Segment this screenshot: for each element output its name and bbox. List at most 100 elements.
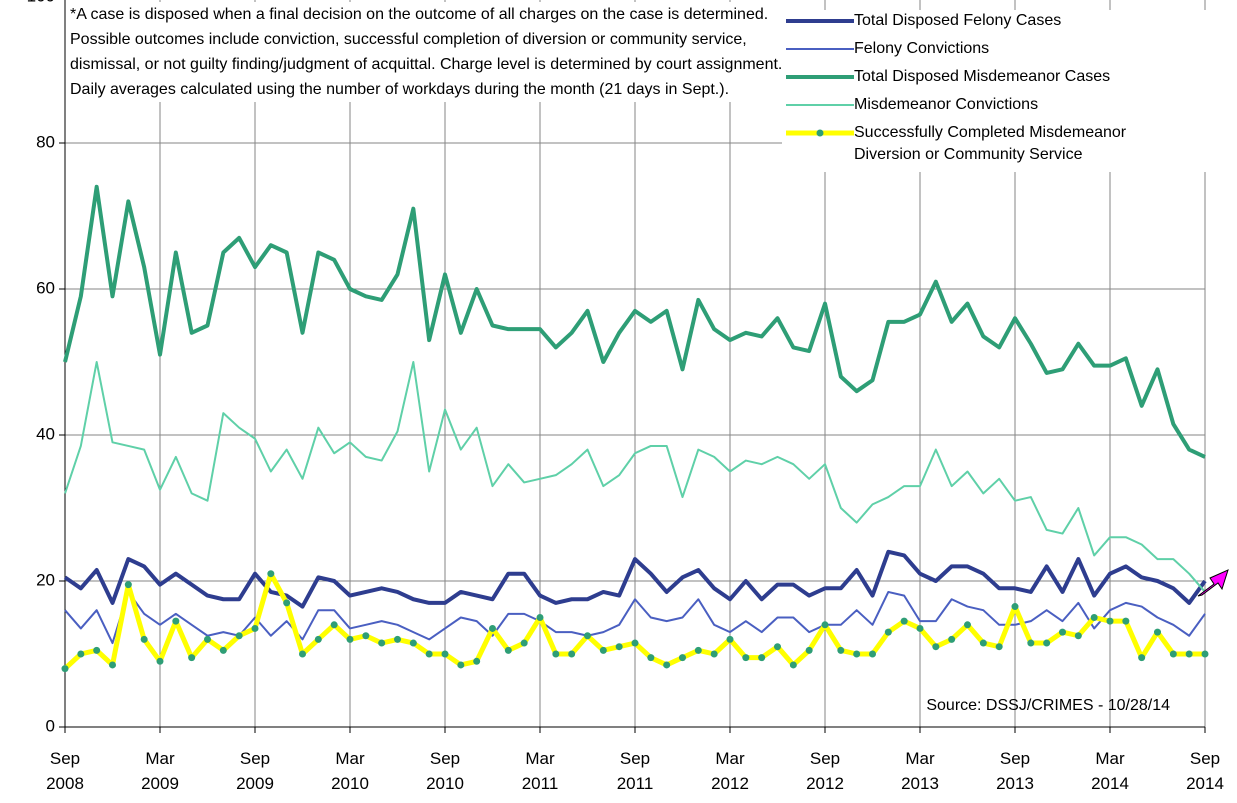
series-marker (552, 650, 560, 658)
series-marker (663, 661, 671, 669)
legend-swatch (786, 48, 854, 50)
series-marker (219, 646, 227, 654)
series-marker (774, 643, 781, 651)
series-marker (805, 646, 813, 654)
series-marker (647, 654, 655, 662)
series-marker (995, 643, 1003, 651)
series-marker (710, 650, 718, 658)
x-tick-label: Sep 2011 (617, 749, 654, 793)
series-marker (916, 624, 924, 632)
series-marker (631, 639, 639, 647)
series-marker (1138, 654, 1146, 662)
series-marker (568, 650, 576, 658)
legend-swatch (786, 129, 854, 137)
series-marker (425, 650, 433, 658)
series-marker (789, 661, 797, 669)
series-marker (473, 657, 481, 665)
legend-label: Misdemeanor Convictions (854, 96, 1039, 113)
x-tick-label: Sep 2009 (236, 749, 274, 793)
series-marker (979, 639, 987, 647)
legend-swatch (786, 19, 854, 23)
series-marker (1011, 603, 1019, 611)
series-marker (900, 617, 908, 625)
series-marker (378, 639, 386, 647)
x-tick-label: Sep 2013 (996, 749, 1034, 793)
x-tick-label: Sep 2008 (46, 749, 84, 793)
series-marker (1154, 628, 1161, 636)
series-marker (172, 617, 180, 625)
series-marker (1074, 632, 1082, 640)
legend-label: Felony Convictions (854, 40, 990, 57)
series-marker (409, 639, 417, 647)
series-marker (964, 621, 971, 629)
legend-item: Felony Convictions (782, 38, 1212, 60)
series-marker (1090, 614, 1098, 621)
chart-note: *A case is disposed when a final decisio… (66, 2, 804, 102)
series-marker (615, 643, 623, 651)
series-marker (821, 621, 829, 629)
series-marker (346, 635, 354, 643)
x-tick-label: Mar 2014 (1091, 749, 1129, 793)
y-tick-label: 40 (36, 424, 55, 443)
series-marker (251, 624, 259, 632)
x-tick-label: Mar 2009 (141, 749, 179, 793)
x-tick-label: Mar 2011 (522, 749, 559, 793)
legend-item: Successfully Completed Misdemeanor Diver… (782, 122, 1212, 166)
series-marker (362, 632, 370, 640)
series-marker (1122, 617, 1130, 625)
series-marker (932, 643, 940, 651)
x-tick-label: Mar 2010 (331, 749, 369, 793)
series-marker (884, 628, 892, 636)
legend-marker (816, 129, 824, 137)
series-marker (267, 570, 275, 578)
series-marker (283, 599, 291, 607)
trend-arrow (1197, 569, 1229, 597)
series-marker (314, 635, 322, 643)
x-tick-label: Mar 2012 (711, 749, 749, 793)
x-tick-label: Sep 2010 (426, 749, 464, 793)
legend-item: Total Disposed Misdemeanor Cases (782, 66, 1212, 88)
x-tick-label: Sep 2014 (1186, 749, 1224, 793)
series-marker (235, 632, 243, 640)
series-line (64, 590, 1206, 645)
series-marker (441, 650, 449, 658)
series-marker (837, 646, 845, 654)
legend-swatch (786, 75, 854, 79)
series-marker (520, 639, 528, 647)
legend-item: Total Disposed Felony Cases (782, 10, 1212, 32)
series-marker (1027, 639, 1035, 647)
series-marker (1043, 639, 1051, 647)
series-marker (489, 624, 496, 632)
series-marker (330, 621, 338, 629)
series-marker (584, 632, 591, 640)
y-tick-label: 80 (36, 132, 55, 151)
series-marker (504, 646, 512, 654)
series-marker (109, 661, 116, 669)
series-marker (869, 650, 876, 658)
series-marker (1106, 617, 1114, 625)
x-tick-label: Mar 2013 (901, 749, 939, 793)
y-tick-label: 20 (36, 570, 55, 589)
series-marker (93, 646, 101, 654)
series-marker (599, 646, 607, 654)
series-marker (742, 654, 750, 662)
y-tick-label: 100 (27, 0, 55, 5)
series-marker (299, 650, 306, 658)
series-marker (1185, 650, 1193, 658)
series-marker (1169, 650, 1177, 658)
series-marker (124, 581, 132, 589)
legend-item: Misdemeanor Convictions (782, 94, 1212, 116)
series-line (63, 184, 1206, 459)
series-marker (77, 650, 85, 658)
series-line (63, 549, 1207, 609)
legend-label: Total Disposed Felony Cases (854, 12, 1062, 29)
legend: Total Disposed Felony Cases Felony Convic… (782, 10, 1212, 172)
series-marker (204, 635, 211, 643)
series-marker (394, 635, 401, 643)
x-tick-label: Sep 2012 (806, 749, 844, 793)
series-marker (679, 654, 686, 662)
legend-label: Successfully Completed Misdemeanor Diver… (854, 124, 1127, 163)
y-tick-label: 0 (46, 716, 55, 735)
